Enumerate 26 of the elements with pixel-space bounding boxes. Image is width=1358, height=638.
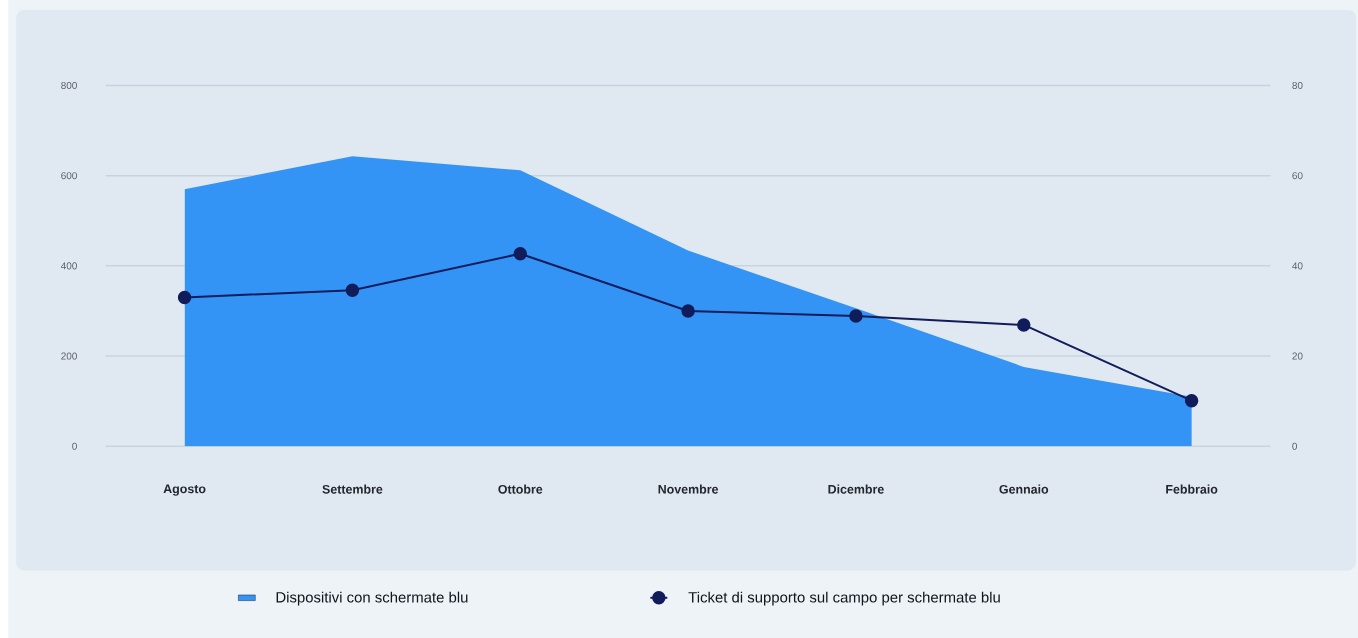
x-tick-label: Ottobre	[498, 484, 543, 494]
legend-label: Dispositivi con schermate blu	[276, 591, 468, 606]
legend-label: Ticket di supporto sul campo per schermate blu	[688, 591, 1000, 606]
point	[345, 283, 360, 297]
y2-tick-label: 20	[1292, 352, 1303, 360]
x-tick-label: Gennaio	[999, 484, 1049, 494]
x-tick-label: Agosto	[163, 484, 206, 496]
point	[513, 246, 527, 261]
point	[681, 304, 695, 318]
x-tick-label: Febbraio	[1166, 484, 1218, 494]
y2-tick-label: 40	[1292, 262, 1303, 270]
point	[177, 290, 192, 305]
y-tick-label: 800	[61, 81, 77, 89]
y2-tick-label: 0	[1292, 442, 1298, 450]
point	[1184, 393, 1199, 408]
point	[1017, 318, 1031, 332]
y2-tick-label: 60	[1292, 172, 1303, 180]
y-tick-label: 400	[60, 262, 77, 270]
point	[849, 309, 863, 323]
y-tick-label: 600	[61, 172, 77, 180]
x-tick-label: Novembre	[658, 484, 719, 494]
x-tick-label: Dicembre	[828, 484, 884, 494]
y-tick-label: 200	[61, 352, 77, 360]
y2-tick-label: 80	[1292, 81, 1303, 89]
y-tick-label: 0	[72, 442, 77, 450]
x-tick-label: Settembre	[322, 484, 383, 494]
